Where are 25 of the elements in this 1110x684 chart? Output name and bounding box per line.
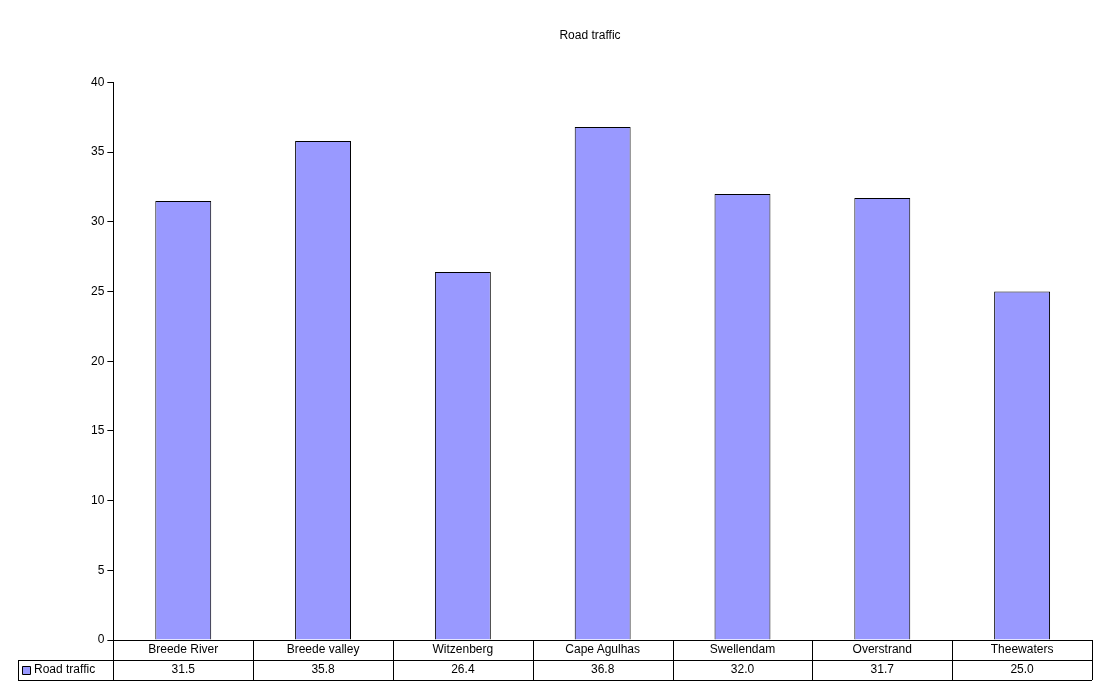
y-tick-label: 10 (90, 492, 105, 507)
data-label: 36.8 (590, 662, 615, 677)
chart-title: Road traffic (559, 27, 621, 42)
y-tick-label: 35 (90, 144, 105, 159)
x-tick-label: Breede valley (286, 642, 360, 657)
y-tick-label: 20 (90, 353, 105, 368)
y-tick-label: 15 (90, 423, 105, 438)
data-label: 31.5 (171, 662, 196, 677)
y-tick-label: 25 (90, 283, 105, 298)
x-tick-label: Witzenberg (432, 642, 494, 657)
y-tick-label: 40 (90, 74, 105, 89)
x-tick-label: Swellendam (709, 642, 776, 657)
y-tick-label: 0 (97, 632, 105, 647)
x-tick-label: Theewaters (990, 642, 1054, 657)
y-tick-label: 30 (90, 214, 105, 229)
x-tick-label: Breede River (148, 642, 219, 657)
y-tick-label: 5 (97, 562, 105, 577)
x-tick-label: Overstrand (852, 642, 912, 657)
data-label: 26.4 (451, 662, 475, 677)
data-label: 25.0 (1010, 662, 1035, 677)
data-label: 32.0 (730, 662, 755, 677)
legend-label: Road traffic (34, 662, 96, 677)
data-label: 35.8 (311, 662, 336, 677)
data-label: 31.7 (870, 662, 895, 677)
x-tick-label: Cape Agulhas (565, 642, 641, 657)
